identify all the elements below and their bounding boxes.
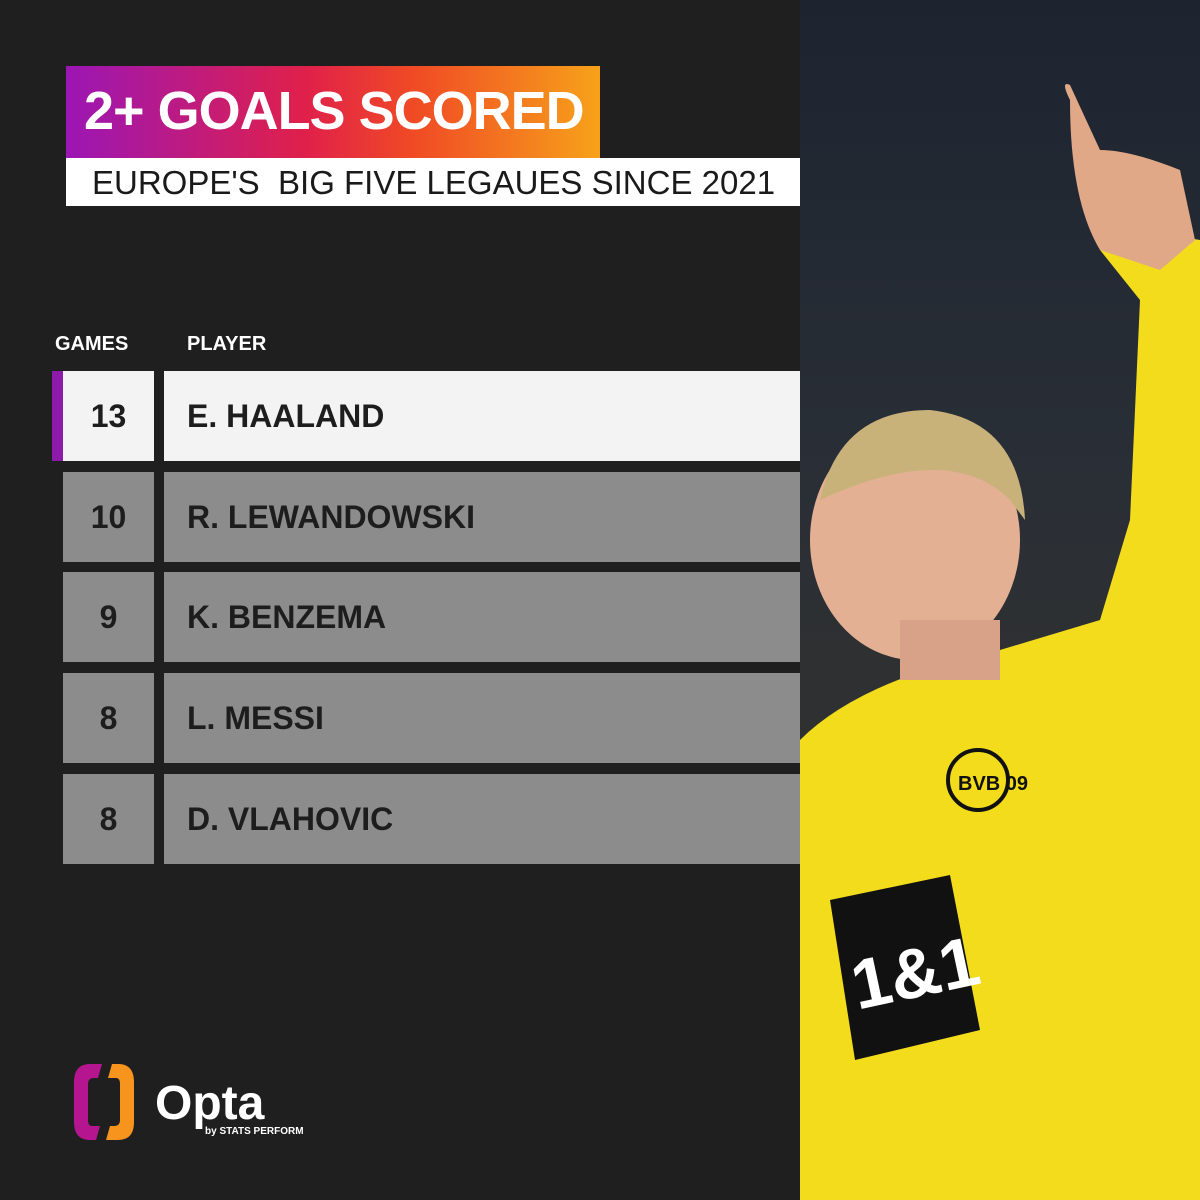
table-row: 9 K. BENZEMA [63, 572, 800, 662]
player-cell: K. BENZEMA [164, 572, 800, 662]
highlight-accent [52, 371, 63, 461]
player-illustration: 1&1 BVB 09 [800, 84, 1200, 1200]
games-cell: 9 [63, 572, 154, 662]
player-cell: R. LEWANDOWSKI [164, 472, 800, 562]
games-cell: 10 [63, 472, 154, 562]
table-row: 8 L. MESSI [63, 673, 800, 763]
games-cell: 8 [63, 673, 154, 763]
games-cell: 13 [63, 371, 154, 461]
opta-logo-icon [74, 1064, 134, 1140]
table-row: 8 D. VLAHOVIC [63, 774, 800, 864]
subtitle-banner: EUROPE'S BIG FIVE LEGAUES SINCE 2021 [66, 158, 815, 206]
player-cell: L. MESSI [164, 673, 800, 763]
table-row: 13 E. HAALAND [52, 371, 800, 461]
table-row: 10 R. LEWANDOWSKI [63, 472, 800, 562]
games-cell: 8 [63, 774, 154, 864]
brand-name: Opta [155, 1077, 265, 1130]
info-panel: 2+ GOALS SCORED EUROPE'S BIG FIVE LEGAUE… [52, 66, 815, 1140]
crest-text: BVB 09 [958, 773, 1028, 795]
player-cell: E. HAALAND [164, 371, 800, 461]
player-cell: D. VLAHOVIC [164, 774, 800, 864]
player-photo: 1&1 BVB 09 [800, 0, 1200, 1200]
column-header-player: PLAYER [187, 333, 267, 355]
title-banner: 2+ GOALS SCORED [66, 66, 600, 158]
page-title: 2+ GOALS SCORED [84, 81, 585, 141]
column-header-games: GAMES [55, 333, 129, 355]
brand-tagline: by STATS PERFORM [205, 1126, 304, 1137]
subtitle: EUROPE'S BIG FIVE LEGAUES SINCE 2021 [92, 164, 776, 201]
